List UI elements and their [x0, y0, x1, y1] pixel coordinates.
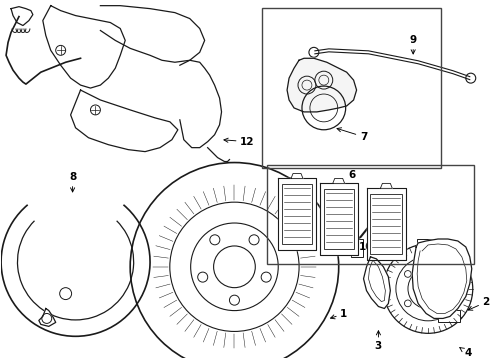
Bar — [282, 184, 312, 244]
Polygon shape — [412, 239, 472, 319]
Text: 11: 11 — [288, 177, 302, 199]
Polygon shape — [380, 183, 392, 188]
Bar — [370, 194, 402, 254]
Text: 8: 8 — [69, 172, 76, 192]
Bar — [267, 165, 474, 264]
Polygon shape — [11, 6, 33, 26]
Polygon shape — [180, 60, 221, 148]
Polygon shape — [290, 195, 300, 203]
Polygon shape — [100, 6, 205, 62]
Text: 6: 6 — [348, 170, 355, 180]
Text: 5: 5 — [440, 256, 457, 272]
Text: 4: 4 — [460, 347, 471, 358]
Polygon shape — [287, 58, 357, 112]
Bar — [262, 8, 441, 167]
Polygon shape — [71, 90, 178, 152]
Text: 10: 10 — [359, 225, 376, 252]
Text: 7: 7 — [337, 128, 367, 142]
Text: 1: 1 — [331, 309, 347, 319]
Polygon shape — [320, 183, 358, 255]
Bar — [292, 199, 298, 213]
Text: 3: 3 — [375, 331, 382, 351]
Polygon shape — [39, 309, 56, 327]
Bar — [351, 239, 363, 257]
Text: 12: 12 — [224, 137, 255, 147]
Polygon shape — [364, 257, 391, 309]
Polygon shape — [291, 174, 303, 179]
Text: 9: 9 — [410, 35, 416, 54]
Polygon shape — [43, 6, 125, 88]
Bar — [324, 189, 354, 249]
Polygon shape — [278, 179, 316, 250]
Bar — [438, 310, 460, 323]
Polygon shape — [367, 188, 406, 260]
Text: 2: 2 — [468, 297, 490, 310]
Polygon shape — [333, 179, 344, 183]
Bar — [417, 239, 439, 251]
